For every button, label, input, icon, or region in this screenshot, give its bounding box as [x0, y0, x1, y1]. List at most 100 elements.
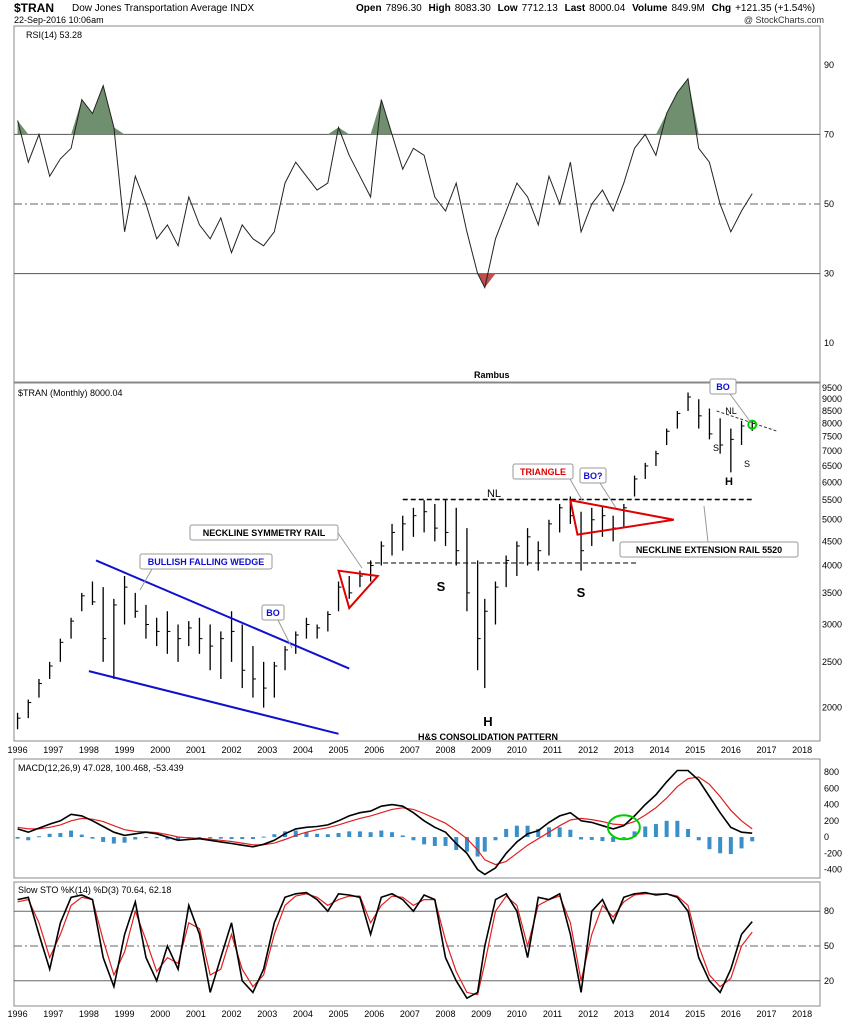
- macd-histogram-bar: [707, 837, 712, 850]
- bottom-year-label: 2017: [756, 1009, 776, 1019]
- macd-histogram-bar: [750, 837, 755, 842]
- macd-histogram-bar: [197, 837, 202, 839]
- macd-histogram-bar: [26, 837, 31, 841]
- price-year-label: 2010: [507, 745, 527, 755]
- macd-histogram-bar: [514, 825, 519, 838]
- bottom-year-label: 2016: [721, 1009, 741, 1019]
- security-name: Dow Jones Transportation Average INDX: [72, 3, 255, 14]
- price-tick-label: 6000: [822, 477, 842, 487]
- wedge-lower-line: [88, 670, 339, 735]
- rsi-title: RSI(14) 53.28: [26, 30, 82, 40]
- price-panel: [13, 382, 821, 742]
- price-year-label: 1998: [79, 745, 99, 755]
- macd-histogram-bar: [536, 828, 541, 838]
- h2-label: H: [725, 476, 733, 488]
- macd-histogram-bar: [368, 832, 373, 838]
- bo1-callout-pointer: [277, 619, 293, 649]
- macd-histogram-bar: [58, 832, 63, 838]
- rsi-line: [17, 77, 753, 289]
- symmetry-callout: NECKLINE SYMMETRY RAIL: [203, 528, 326, 538]
- macd-histogram-bar: [568, 829, 573, 838]
- macd-histogram-bar: [315, 833, 320, 838]
- macd-histogram-bar: [557, 827, 562, 838]
- macd-layer: [15, 769, 755, 876]
- macd-histogram-bar: [208, 837, 213, 839]
- macd-histogram-bar: [454, 837, 459, 851]
- macd-tick-label: -200: [824, 848, 842, 858]
- macd-histogram-bar: [272, 834, 277, 838]
- macd-histogram-bar: [165, 837, 170, 840]
- right-shoulder-label: S: [577, 585, 586, 600]
- bo1-callout-box: [261, 604, 285, 621]
- price-year-label: 2005: [329, 745, 349, 755]
- price-tick-label: 8500: [822, 406, 842, 416]
- wedge-callout-box: [139, 553, 273, 570]
- macd-histogram-bar: [304, 832, 309, 838]
- price-year-label: 2013: [614, 745, 634, 755]
- price-year-label: 2007: [400, 745, 420, 755]
- macd-histogram-bar: [79, 834, 84, 838]
- price-year-label: 2000: [150, 745, 170, 755]
- price-year-label: 1996: [8, 745, 28, 755]
- price-year-label: 2015: [685, 745, 705, 755]
- rambus-label: Rambus: [474, 370, 510, 380]
- macd-histogram-bar: [229, 837, 234, 840]
- wedge-callout-pointer: [139, 568, 153, 591]
- macd-histogram-bar: [718, 837, 723, 854]
- chart-date: 22-Sep-2016 10:06am: [14, 15, 104, 25]
- price-tick-label: 7500: [822, 432, 842, 442]
- price-tick-label: 2000: [822, 703, 842, 713]
- macd-histogram-bar: [347, 831, 352, 838]
- price-tick-label: 2500: [822, 657, 842, 667]
- stoch-k-line: [17, 891, 753, 1000]
- price-year-label: 1999: [115, 745, 135, 755]
- left-shoulder-label: S: [437, 579, 446, 594]
- macd-histogram-bar: [611, 837, 616, 842]
- extension-callout: NECKLINE EXTENSION RAIL 5520: [636, 545, 782, 555]
- macd-histogram-bar: [336, 832, 341, 838]
- macd-histogram-bar: [546, 827, 551, 838]
- price-tick-label: 4000: [822, 561, 842, 571]
- bottom-year-label: 2007: [400, 1009, 420, 1019]
- macd-histogram-bar: [400, 835, 405, 838]
- triangle-callout-pointer: [569, 478, 583, 501]
- macd-histogram-bar: [525, 825, 530, 838]
- bottom-year-label: 2014: [649, 1009, 669, 1019]
- price-tick-label: 9500: [822, 383, 842, 393]
- price-year-label: 2003: [257, 745, 277, 755]
- macd-tick-label: 0: [824, 832, 829, 842]
- price-year-label: 2014: [649, 745, 669, 755]
- macd-signal-line: [17, 776, 753, 866]
- price-tick-label: 3000: [822, 619, 842, 629]
- bottom-year-label: 2002: [222, 1009, 242, 1019]
- macd-line: [17, 769, 753, 876]
- chart-header: $TRAN Dow Jones Transportation Average I…: [14, 0, 824, 26]
- macd-histogram-bar: [432, 837, 437, 846]
- bottom-year-label: 2004: [293, 1009, 313, 1019]
- macd-histogram-bar: [390, 832, 395, 838]
- bottom-year-label: 2015: [685, 1009, 705, 1019]
- price-year-label: 2017: [756, 745, 776, 755]
- macd-histogram-bar: [69, 830, 74, 838]
- stoch-layer: [17, 891, 753, 1000]
- stoch-panel: [13, 881, 821, 1007]
- price-year-label: 2002: [222, 745, 242, 755]
- extension-callout-pointer: [703, 505, 709, 543]
- macd-histogram-bar: [675, 820, 680, 838]
- macd-histogram-bar: [643, 826, 648, 838]
- nl2-label: NL: [725, 406, 737, 416]
- macd-histogram-bar: [621, 837, 626, 839]
- price-year-label: 2012: [578, 745, 598, 755]
- extension-callout-box: [619, 541, 799, 558]
- macd-tick-label: 800: [824, 767, 839, 777]
- bottom-year-label: 2001: [186, 1009, 206, 1019]
- price-year-label: 2018: [792, 745, 812, 755]
- macd-panel: [13, 758, 821, 879]
- rsi-tick-label: 90: [824, 60, 834, 70]
- macd-histogram-bar: [686, 828, 691, 838]
- macd-histogram-bar: [357, 831, 362, 838]
- rsi-tick-label: 50: [824, 199, 834, 209]
- bottom-year-label: 2013: [614, 1009, 634, 1019]
- s4-label: S: [744, 459, 750, 469]
- macd-histogram-bar: [250, 837, 255, 840]
